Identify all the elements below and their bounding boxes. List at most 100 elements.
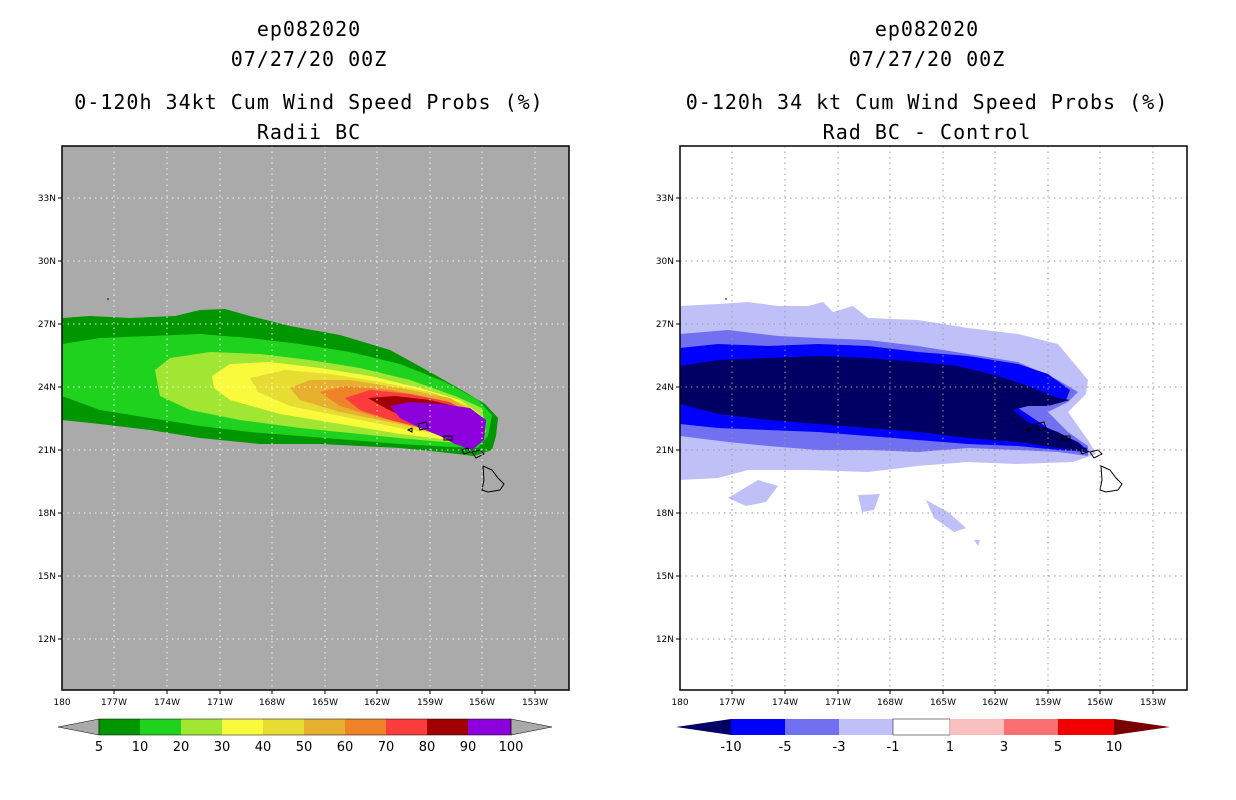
colorbar-swatch (1058, 719, 1114, 735)
left-lon-label: 180 (53, 698, 70, 708)
right-title-time: 07/27/20 00Z (848, 47, 1006, 71)
left-lat-label: 33N (38, 194, 56, 204)
right-graticule (680, 146, 1187, 690)
right-map-svg: 33N 30N 27N 24N 21N 18N 15N 12N 180 177W… (656, 145, 1188, 755)
colorbar-label: 90 (460, 740, 477, 755)
right-lat-label: 27N (656, 320, 674, 330)
colorbar-swatch (140, 719, 181, 735)
left-lon-label: 159W (417, 698, 443, 708)
colorbar-label: 10 (1106, 740, 1123, 755)
right-lon-label: 180 (671, 698, 688, 708)
colorbar-label: 50 (296, 740, 313, 755)
colorbar-swatch (386, 719, 427, 735)
left-lon-label: 162W (364, 698, 390, 708)
left-lon-label: 177W (101, 698, 127, 708)
left-map-frame (61, 145, 570, 691)
left-panel: ep082020 07/27/20 00Z 0-120h 34kt Cum Wi… (38, 17, 570, 755)
left-map-svg: 33N 30N 27N 24N 21N 18N 15N 12N 180 177W… (38, 145, 570, 755)
diff-minus1-blob (728, 480, 778, 506)
colorbar-low-arrow (57, 718, 100, 736)
right-lon-ticks (731, 690, 1154, 694)
colorbar-high-arrow (1114, 719, 1170, 735)
left-title-time: 07/27/20 00Z (230, 47, 388, 71)
colorbar-label: 5 (1054, 740, 1062, 755)
colorbar-swatch (839, 719, 893, 735)
right-lon-label: 156W (1087, 698, 1113, 708)
left-title-experiment: Radii BC (256, 120, 362, 144)
left-colorbar (57, 718, 553, 736)
diff-minus10-contour (680, 356, 1086, 452)
left-graticule (62, 146, 569, 690)
right-lon-label: 174W (772, 698, 798, 708)
right-panel: ep082020 07/27/20 00Z 0-120h 34 kt Cum W… (618, 0, 1236, 800)
colorbar-swatch (892, 718, 951, 736)
left-lat-label: 12N (38, 635, 56, 645)
left-lon-ticks (113, 690, 536, 694)
colorbar-high-arrow (510, 718, 553, 736)
colorbar-label: 5 (95, 740, 103, 755)
right-title-product: 0-120h 34 kt Cum Wind Speed Probs (%) (685, 90, 1169, 114)
left-lon-label: 153W (522, 698, 548, 708)
left-lat-label: 21N (38, 446, 56, 456)
right-lat-label: 12N (656, 635, 674, 645)
left-lat-label: 27N (38, 320, 56, 330)
colorbar-swatch (181, 719, 222, 735)
colorbar-swatch (468, 719, 511, 735)
right-lon-label: 153W (1140, 698, 1166, 708)
colorbar-swatch (950, 719, 1004, 735)
colorbar-label: 70 (378, 740, 395, 755)
left-lon-label: 165W (312, 698, 338, 708)
right-colorbar (676, 718, 1170, 736)
colorbar-label: 40 (255, 740, 272, 755)
right-lon-label: 165W (930, 698, 956, 708)
left-lat-ticks (58, 197, 62, 640)
right-lon-label: 171W (825, 698, 851, 708)
colorbar-swatch (427, 719, 468, 735)
colorbar-swatch (1004, 719, 1058, 735)
diff-minus1-blob (926, 500, 966, 532)
right-lon-label: 177W (719, 698, 745, 708)
colorbar-label: 80 (419, 740, 436, 755)
left-title-storm: ep082020 (256, 17, 362, 41)
colorbar-label: 3 (1000, 740, 1008, 755)
right-lat-label: 30N (656, 257, 674, 267)
colorbar-swatch (304, 719, 345, 735)
right-lon-label: 159W (1035, 698, 1061, 708)
left-lon-label: 174W (154, 698, 180, 708)
small-island-marker (725, 298, 727, 300)
right-lat-label: 15N (656, 572, 674, 582)
colorbar-label: -1 (887, 740, 900, 755)
left-lon-label: 156W (469, 698, 495, 708)
prob-90-contour (390, 402, 486, 450)
colorbar-label: 10 (132, 740, 149, 755)
colorbar-swatch (731, 719, 785, 735)
colorbar-label: 100 (499, 740, 524, 755)
right-lat-label: 21N (656, 446, 674, 456)
diff-minus1-blob (858, 494, 880, 512)
hawaii-coastline (406, 421, 505, 493)
right-lat-label: 33N (656, 194, 674, 204)
colorbar-swatch (99, 719, 140, 735)
right-title-experiment: Rad BC - Control (822, 120, 1032, 144)
colorbar-label: -10 (720, 740, 741, 755)
colorbar-label: 1 (946, 740, 954, 755)
left-lat-label: 24N (38, 383, 56, 393)
diff-minus1-blob (974, 540, 980, 546)
right-title-storm: ep082020 (874, 17, 980, 41)
right-lon-label: 168W (877, 698, 903, 708)
hawaii-coastline (1024, 421, 1123, 493)
colorbar-swatch (345, 719, 386, 735)
left-lon-label: 168W (259, 698, 285, 708)
left-lat-label: 30N (38, 257, 56, 267)
colorbar-swatch (263, 719, 304, 735)
colorbar-low-arrow (676, 719, 731, 735)
right-map-frame (679, 145, 1188, 691)
colorbar-label: -3 (833, 740, 846, 755)
colorbar-label: 60 (337, 740, 354, 755)
colorbar-label: 30 (214, 740, 231, 755)
colorbar-label: -5 (779, 740, 792, 755)
right-lon-label: 162W (982, 698, 1008, 708)
right-lat-label: 24N (656, 383, 674, 393)
right-lat-ticks (676, 197, 680, 640)
left-title-product: 0-120h 34kt Cum Wind Speed Probs (%) (74, 90, 544, 114)
